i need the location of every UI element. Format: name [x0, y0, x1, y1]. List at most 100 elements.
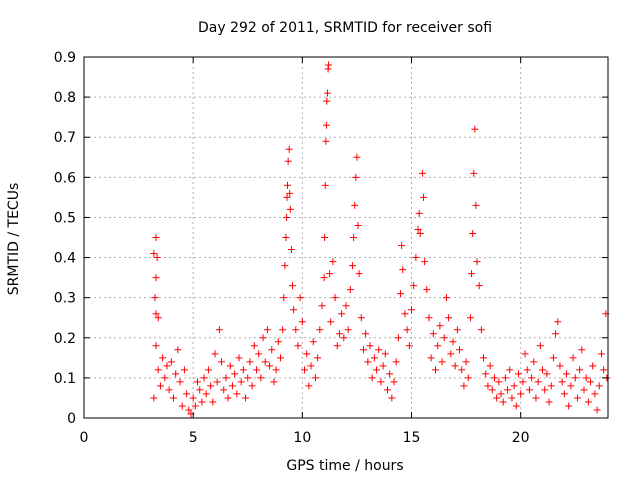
- data-point: [434, 342, 442, 350]
- data-point: [589, 362, 597, 370]
- y-tick-label: 0.8: [54, 90, 76, 106]
- data-point: [209, 398, 217, 406]
- data-point: [468, 270, 476, 278]
- data-point: [170, 394, 178, 402]
- data-point: [213, 378, 221, 386]
- data-point: [165, 386, 173, 394]
- data-point: [176, 378, 184, 386]
- data-point: [242, 394, 250, 402]
- scatter-points: [150, 61, 611, 418]
- data-point: [150, 394, 158, 402]
- data-point: [255, 350, 263, 358]
- data-point: [412, 254, 420, 262]
- x-tick-label: 15: [403, 430, 421, 446]
- data-point: [194, 378, 202, 386]
- data-point: [470, 169, 478, 177]
- data-point: [281, 262, 289, 270]
- y-tick-label: 0.6: [54, 170, 76, 186]
- data-point: [152, 274, 160, 282]
- data-point: [152, 234, 160, 241]
- data-point: [351, 201, 359, 209]
- data-point: [215, 326, 223, 334]
- data-point: [180, 366, 188, 374]
- data-point: [573, 394, 581, 402]
- data-point: [338, 310, 346, 318]
- data-point: [321, 181, 329, 189]
- y-tick-label: 0.5: [54, 210, 76, 226]
- x-axis-label: GPS time / hours: [286, 458, 403, 474]
- x-tick-label: 5: [189, 430, 198, 446]
- data-point: [497, 390, 505, 398]
- data-point: [359, 346, 367, 354]
- data-point: [283, 181, 291, 189]
- data-point: [237, 378, 245, 386]
- data-point: [501, 374, 509, 382]
- data-point: [508, 394, 516, 402]
- data-point: [442, 294, 450, 302]
- data-point: [263, 326, 271, 334]
- data-point: [379, 362, 387, 370]
- data-point: [429, 330, 437, 338]
- data-point: [268, 346, 276, 354]
- data-point: [560, 390, 568, 398]
- data-point: [567, 382, 575, 390]
- data-point: [398, 242, 406, 250]
- data-point: [438, 358, 446, 366]
- data-point: [571, 374, 579, 382]
- data-point: [303, 350, 311, 358]
- data-point: [462, 358, 470, 366]
- data-point: [327, 318, 335, 326]
- data-point: [323, 89, 331, 97]
- data-point: [415, 209, 423, 217]
- data-point: [458, 366, 466, 374]
- data-point: [282, 234, 290, 241]
- data-point: [163, 362, 171, 370]
- data-point: [595, 382, 603, 390]
- data-point: [354, 221, 362, 229]
- data-point: [418, 169, 426, 177]
- data-point: [392, 358, 400, 366]
- data-point: [287, 246, 295, 254]
- data-point: [536, 342, 544, 350]
- data-point: [499, 398, 507, 406]
- data-point: [286, 189, 294, 197]
- data-point: [504, 386, 512, 394]
- data-point: [335, 330, 343, 338]
- data-point: [528, 374, 536, 382]
- data-point: [272, 366, 280, 374]
- data-point: [554, 318, 562, 326]
- data-point: [284, 157, 292, 165]
- data-point: [154, 366, 162, 374]
- data-point: [257, 374, 265, 382]
- data-point: [410, 282, 418, 290]
- data-point: [440, 334, 448, 342]
- data-point: [321, 234, 329, 241]
- data-point: [322, 137, 330, 145]
- data-point: [403, 326, 411, 334]
- data-point: [534, 378, 542, 386]
- data-point: [309, 338, 317, 346]
- data-point: [449, 338, 457, 346]
- data-point: [541, 386, 549, 394]
- data-point: [283, 193, 291, 201]
- data-point: [224, 394, 232, 402]
- data-point: [547, 382, 555, 390]
- data-point: [178, 402, 186, 410]
- data-point: [226, 362, 234, 370]
- data-point: [346, 286, 354, 294]
- y-tick-label: 0.3: [54, 291, 76, 307]
- data-point: [283, 213, 291, 221]
- data-point: [521, 350, 529, 358]
- data-point: [597, 350, 605, 358]
- data-point: [329, 258, 337, 266]
- data-point: [477, 326, 485, 334]
- data-point: [525, 386, 533, 394]
- data-point: [490, 374, 498, 382]
- data-point: [366, 342, 374, 350]
- data-point: [156, 382, 164, 390]
- data-point: [423, 286, 431, 294]
- data-point: [510, 382, 518, 390]
- data-point: [211, 350, 219, 358]
- data-point: [294, 342, 302, 350]
